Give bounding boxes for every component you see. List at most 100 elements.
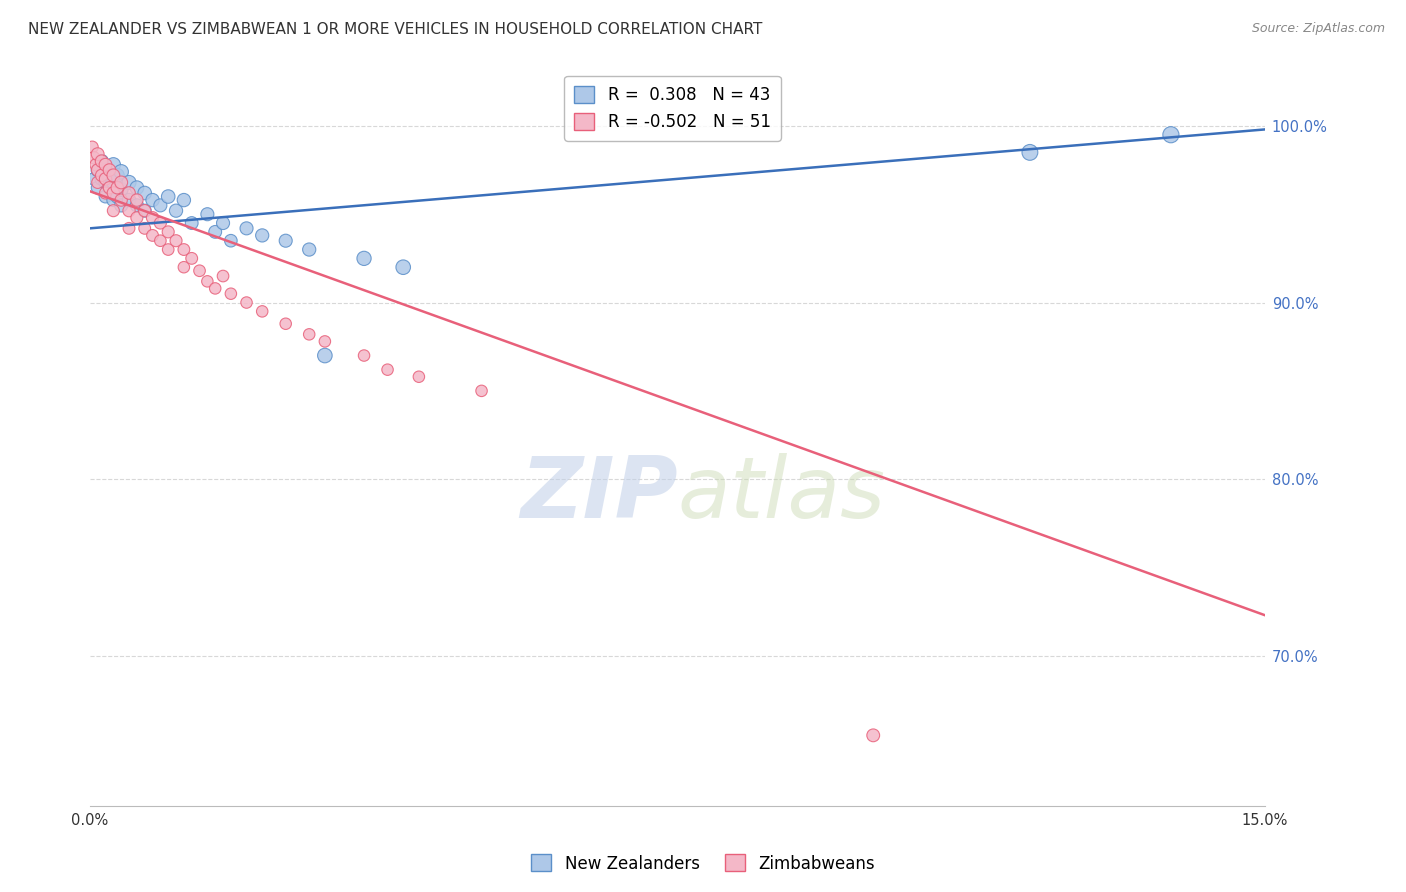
Point — [94, 176, 117, 190]
Point — [141, 211, 163, 225]
Point — [274, 234, 297, 248]
Point — [862, 728, 884, 742]
Point — [219, 234, 242, 248]
Point — [94, 158, 117, 172]
Point — [110, 165, 132, 179]
Point — [298, 243, 321, 257]
Point — [195, 274, 218, 288]
Legend: New Zealanders, Zimbabweans: New Zealanders, Zimbabweans — [524, 847, 882, 880]
Point — [408, 369, 430, 384]
Point — [103, 176, 125, 190]
Point — [86, 163, 108, 178]
Text: NEW ZEALANDER VS ZIMBABWEAN 1 OR MORE VEHICLES IN HOUSEHOLD CORRELATION CHART: NEW ZEALANDER VS ZIMBABWEAN 1 OR MORE VE… — [28, 22, 762, 37]
Point — [298, 327, 321, 342]
Point — [250, 228, 273, 243]
Point — [180, 216, 202, 230]
Point — [86, 163, 108, 178]
Point — [180, 252, 202, 266]
Point — [1160, 128, 1182, 142]
Point — [392, 260, 415, 275]
Point — [141, 193, 163, 207]
Point — [90, 154, 112, 169]
Point — [103, 158, 125, 172]
Point — [94, 172, 117, 186]
Point — [134, 186, 156, 200]
Point — [94, 186, 117, 200]
Point — [235, 295, 257, 310]
Point — [149, 198, 172, 212]
Point — [94, 189, 117, 203]
Point — [157, 189, 180, 203]
Point — [94, 163, 117, 178]
Point — [157, 225, 180, 239]
Text: atlas: atlas — [678, 453, 886, 536]
Point — [235, 221, 257, 235]
Point — [118, 193, 141, 207]
Point — [134, 221, 156, 235]
Point — [377, 362, 399, 376]
Point — [204, 225, 226, 239]
Point — [90, 169, 112, 183]
Point — [149, 216, 172, 230]
Point — [83, 151, 105, 165]
Point — [212, 268, 235, 283]
Point — [204, 281, 226, 295]
Point — [125, 193, 148, 207]
Point — [86, 176, 108, 190]
Point — [157, 243, 180, 257]
Point — [84, 158, 107, 172]
Point — [82, 140, 104, 154]
Point — [90, 172, 112, 186]
Point — [188, 264, 211, 278]
Point — [353, 252, 375, 266]
Point — [118, 221, 141, 235]
Point — [86, 147, 108, 161]
Point — [141, 228, 163, 243]
Point — [110, 176, 132, 190]
Point — [86, 180, 108, 194]
Point — [195, 207, 218, 221]
Point — [105, 180, 128, 194]
Point — [314, 334, 336, 349]
Point — [125, 180, 148, 194]
Point — [134, 203, 156, 218]
Point — [212, 216, 235, 230]
Point — [98, 169, 121, 183]
Point — [165, 203, 187, 218]
Point — [149, 234, 172, 248]
Point — [173, 193, 195, 207]
Point — [103, 203, 125, 218]
Point — [118, 176, 141, 190]
Point — [125, 211, 148, 225]
Point — [105, 169, 128, 183]
Point — [173, 260, 195, 275]
Point — [110, 193, 132, 207]
Point — [353, 349, 375, 363]
Legend: R =  0.308   N = 43, R = -0.502   N = 51: R = 0.308 N = 43, R = -0.502 N = 51 — [564, 76, 780, 141]
Point — [118, 186, 141, 200]
Point — [103, 169, 125, 183]
Point — [90, 154, 112, 169]
Point — [165, 234, 187, 248]
Point — [314, 349, 336, 363]
Point — [173, 243, 195, 257]
Text: Source: ZipAtlas.com: Source: ZipAtlas.com — [1251, 22, 1385, 36]
Point — [250, 304, 273, 318]
Text: ZIP: ZIP — [520, 453, 678, 536]
Point — [83, 172, 105, 186]
Point — [98, 180, 121, 194]
Point — [110, 182, 132, 196]
Point — [110, 198, 132, 212]
Point — [103, 193, 125, 207]
Point — [274, 317, 297, 331]
Point — [103, 186, 125, 200]
Point — [98, 180, 121, 194]
Point — [134, 203, 156, 218]
Point — [125, 198, 148, 212]
Point — [105, 189, 128, 203]
Point — [219, 286, 242, 301]
Point — [118, 203, 141, 218]
Point — [470, 384, 492, 398]
Point — [98, 163, 121, 178]
Point — [1019, 145, 1042, 160]
